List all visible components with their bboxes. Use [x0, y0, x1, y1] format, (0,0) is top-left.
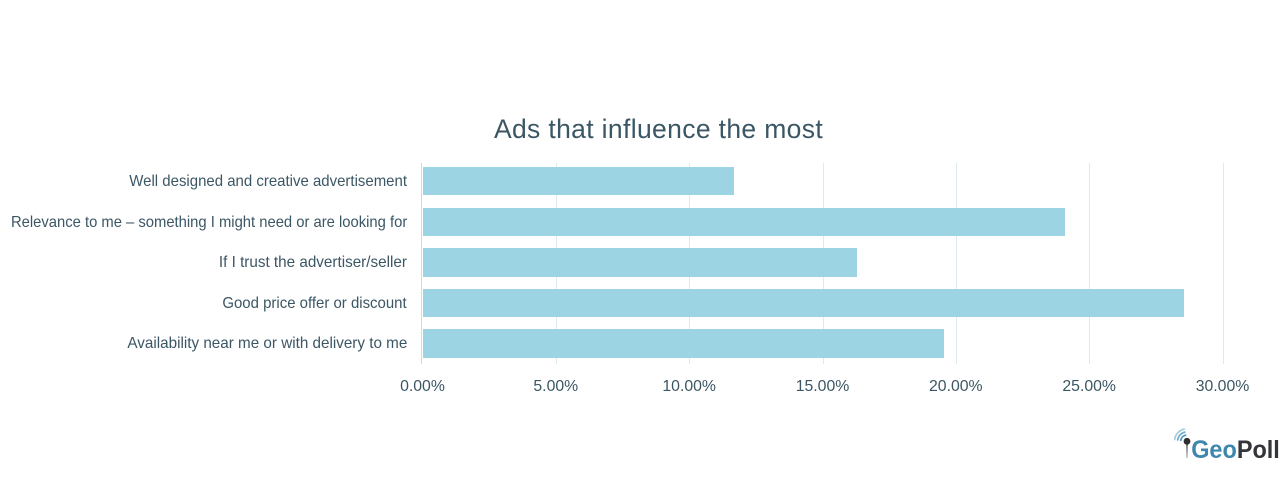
svg-text:GeoPoll: GeoPoll: [1191, 437, 1280, 465]
